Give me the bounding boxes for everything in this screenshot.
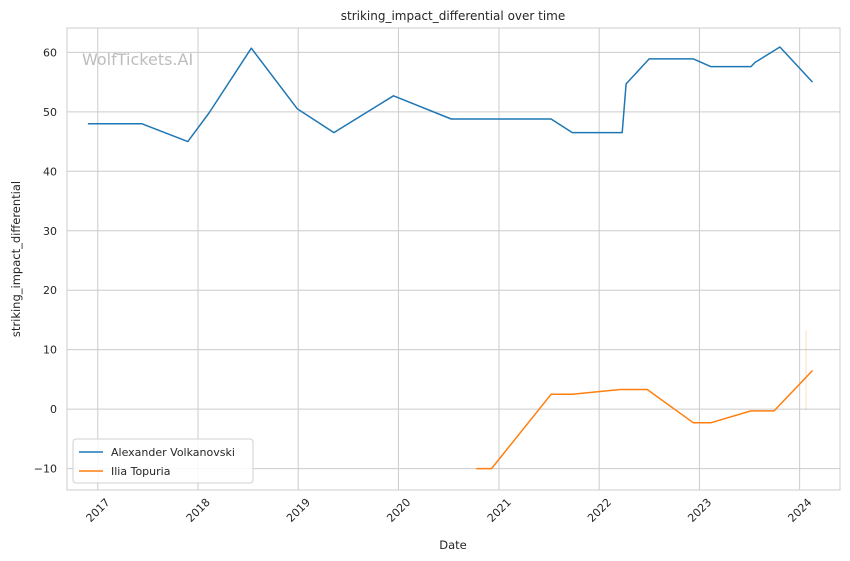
series-layer bbox=[87, 46, 814, 470]
x-tick-label: 2024 bbox=[785, 496, 814, 525]
x-tick-label: 2022 bbox=[585, 496, 614, 525]
x-tick-label: 2021 bbox=[485, 496, 514, 525]
x-tick-label: 2017 bbox=[84, 496, 113, 525]
series-line-topuria bbox=[476, 369, 814, 470]
plot-background bbox=[67, 28, 840, 490]
y-tick-label: 30 bbox=[43, 225, 57, 238]
x-tick-label: 2018 bbox=[184, 496, 213, 525]
x-tick-label: 2023 bbox=[685, 496, 714, 525]
y-tick-labels: 60 50 40 30 20 10 0 −10 bbox=[34, 46, 57, 475]
legend-label-volkanovski: Alexander Volkanovski bbox=[111, 446, 235, 459]
y-tick-label: 40 bbox=[43, 165, 57, 178]
chart-title: striking_impact_differential over time bbox=[341, 9, 566, 23]
x-gridlines bbox=[97, 28, 801, 490]
legend: Alexander Volkanovski Ilia Topuria bbox=[72, 438, 254, 484]
x-tick-label: 2020 bbox=[384, 496, 413, 525]
x-tick-labels: 2017 2018 2019 2020 2021 2022 2023 2024 bbox=[84, 496, 815, 525]
series-line-volkanovski bbox=[87, 46, 814, 143]
y-tick-label: −10 bbox=[34, 463, 57, 476]
x-axis-label: Date bbox=[439, 538, 467, 552]
y-tick-label: 20 bbox=[43, 284, 57, 297]
plot-frame bbox=[66, 27, 841, 491]
legend-box bbox=[72, 438, 254, 484]
y-tick-label: 50 bbox=[43, 106, 57, 119]
x-tick-label: 2019 bbox=[284, 496, 313, 525]
watermark: WolfTickets.AI bbox=[82, 50, 193, 69]
y-axis-label: striking_impact_differential bbox=[9, 181, 23, 337]
y-gridlines bbox=[67, 51, 840, 470]
y-tick-label: 10 bbox=[43, 344, 57, 357]
y-tick-label: 0 bbox=[50, 403, 57, 416]
legend-label-topuria: Ilia Topuria bbox=[111, 465, 170, 478]
y-tick-label: 60 bbox=[43, 46, 57, 59]
